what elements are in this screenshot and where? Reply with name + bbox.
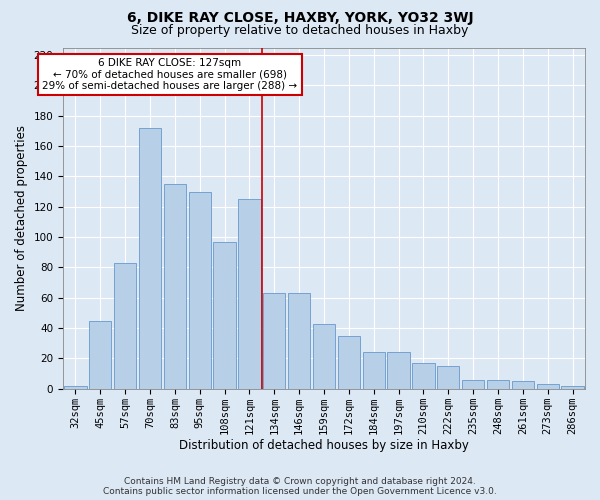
X-axis label: Distribution of detached houses by size in Haxby: Distribution of detached houses by size … [179,440,469,452]
Bar [64,386,86,389]
Bar [263,293,286,389]
Bar [536,384,559,389]
Bar [313,324,335,389]
Bar [164,184,186,389]
Bar [188,192,211,389]
Bar [338,336,360,389]
Bar [114,263,136,389]
Bar [562,386,584,389]
Bar [89,320,112,389]
Bar [139,128,161,389]
Text: 6 DIKE RAY CLOSE: 127sqm
← 70% of detached houses are smaller (698)
29% of semi-: 6 DIKE RAY CLOSE: 127sqm ← 70% of detach… [43,58,298,92]
Bar [288,293,310,389]
Bar [362,352,385,389]
Bar [487,380,509,389]
Bar [512,381,534,389]
Text: Size of property relative to detached houses in Haxby: Size of property relative to detached ho… [131,24,469,37]
Bar [412,363,434,389]
Bar [462,380,484,389]
Text: 6, DIKE RAY CLOSE, HAXBY, YORK, YO32 3WJ: 6, DIKE RAY CLOSE, HAXBY, YORK, YO32 3WJ [127,11,473,25]
Bar [437,366,460,389]
Text: Contains HM Land Registry data © Crown copyright and database right 2024.
Contai: Contains HM Land Registry data © Crown c… [103,476,497,496]
Y-axis label: Number of detached properties: Number of detached properties [15,125,28,311]
Bar [388,352,410,389]
Bar [214,242,236,389]
Bar [238,199,260,389]
